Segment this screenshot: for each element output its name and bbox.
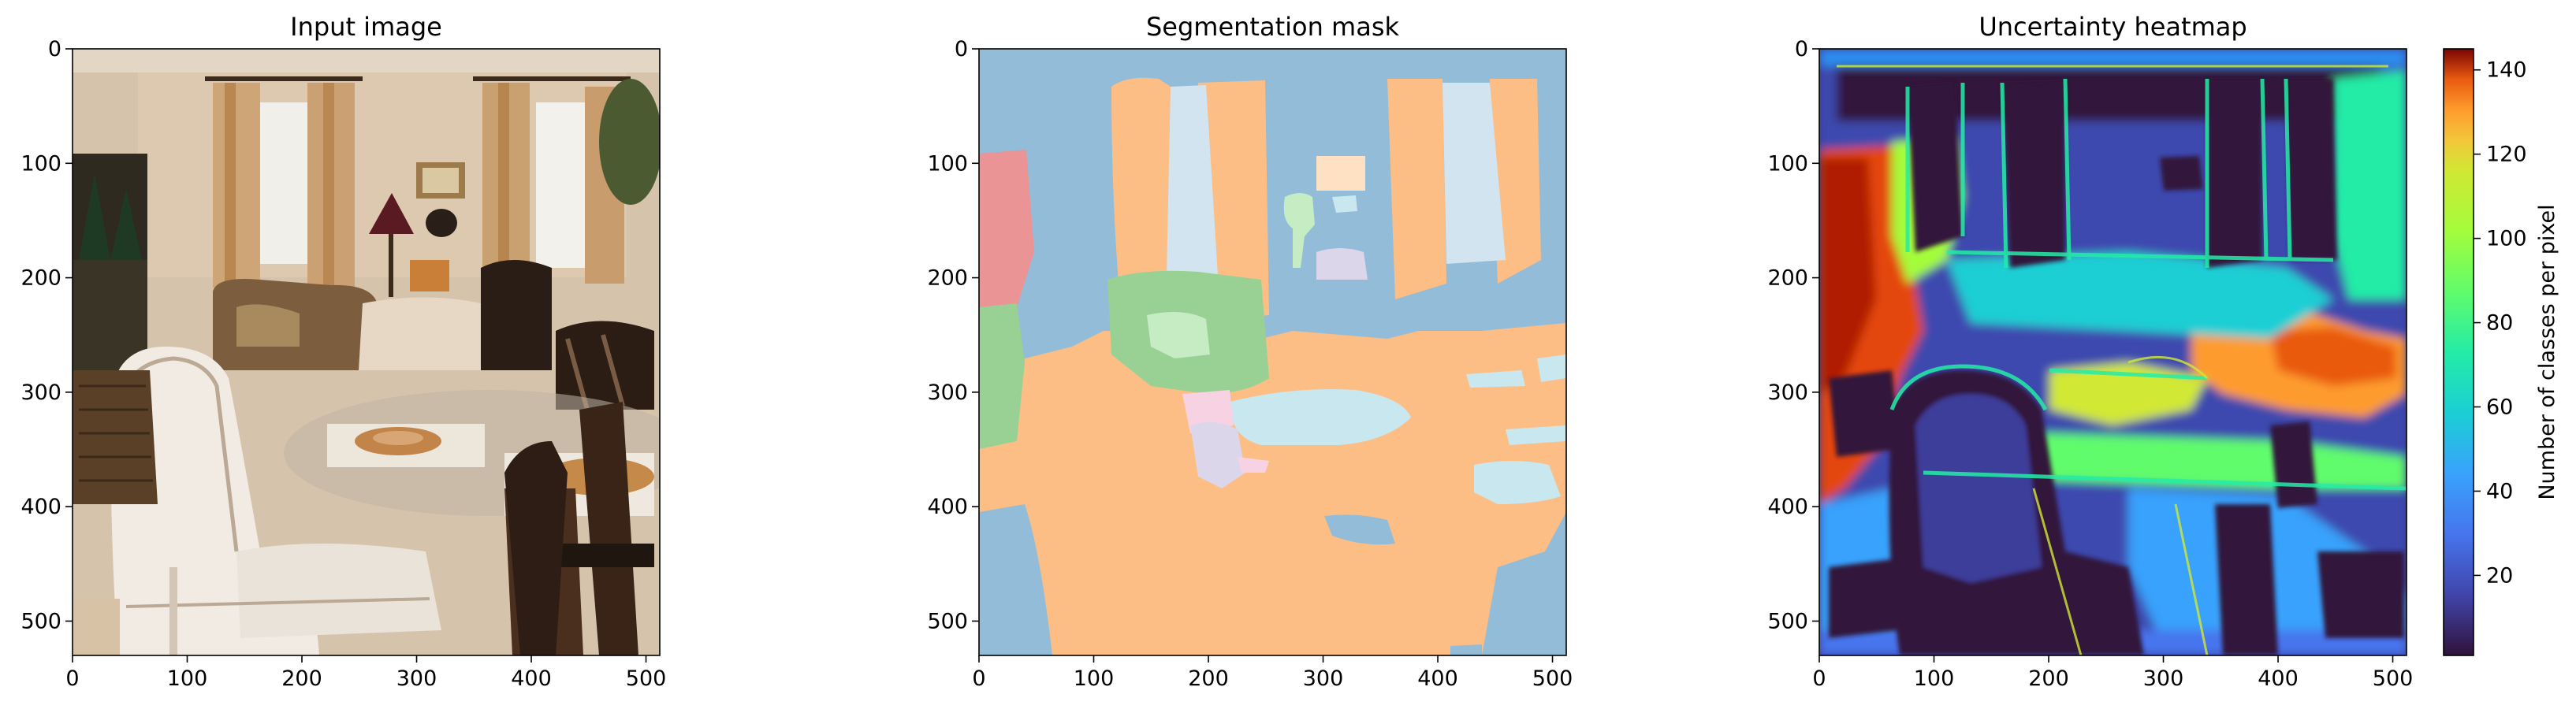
x-tick-label: 300 <box>396 666 437 691</box>
x-tick-label: 0 <box>65 666 79 691</box>
x-tick-label: 400 <box>2258 666 2299 691</box>
colorbar-tick-label: 40 <box>2486 479 2513 503</box>
colorbar-tick-label: 140 <box>2486 58 2527 83</box>
axes-heatmap: 0 100 200 300 400 500 0 100 200 300 400 500 <box>1767 37 2413 691</box>
panel-title-mask: Segmentation mask <box>1146 12 1400 42</box>
x-tick-label: 200 <box>281 666 322 691</box>
axes-frame-input <box>72 48 661 656</box>
y-tick-label: 0 <box>48 37 61 61</box>
y-tick-label: 300 <box>927 380 968 405</box>
colorbar-tick-label: 100 <box>2486 227 2527 251</box>
axes-mask: 0 100 200 300 400 500 0 100 200 300 400 500 <box>927 37 1573 691</box>
y-tick-label: 400 <box>20 495 61 519</box>
y-tick-label: 100 <box>20 151 61 176</box>
colorbar: 20 40 60 80 100 120 140 Number of classes per … <box>2443 48 2559 656</box>
axes-frame-mask <box>978 48 1567 656</box>
x-tick-label: 300 <box>2143 666 2184 691</box>
x-tick-label: 500 <box>1532 666 1573 691</box>
uncertainty-heatmap-raster <box>1819 49 2407 655</box>
y-tick-label: 0 <box>1795 37 1808 61</box>
y-tick-label: 500 <box>927 609 968 633</box>
y-tick-label: 200 <box>927 266 968 291</box>
input-image-raster <box>73 49 660 655</box>
panel-title-heatmap: Uncertainty heatmap <box>1979 12 2247 42</box>
y-tick-label: 300 <box>1767 380 1808 405</box>
colorbar-ticks: 20 40 60 80 100 120 140 <box>2474 58 2527 588</box>
y-tick-label: 100 <box>1767 151 1808 176</box>
x-tick-label: 0 <box>972 666 985 691</box>
y-tick-label: 300 <box>20 380 61 405</box>
y-tick-label: 200 <box>20 266 61 291</box>
axes-frame-heatmap <box>1818 48 2407 656</box>
x-tick-label: 100 <box>1914 666 1955 691</box>
y-tick-label: 0 <box>955 37 968 61</box>
y-tick-label: 100 <box>927 151 968 176</box>
x-tick-label: 400 <box>1417 666 1458 691</box>
x-tick-label: 0 <box>1812 666 1826 691</box>
panel-title-input: Input image <box>290 12 442 42</box>
y-tick-label: 400 <box>1767 495 1808 519</box>
panel-segmentation-mask: Segmentation mask <box>927 12 1573 691</box>
panel-uncertainty-heatmap: Uncertainty heatmap <box>1767 12 2559 691</box>
colorbar-tick-label: 60 <box>2486 395 2513 420</box>
y-tick-label: 500 <box>1767 609 1808 633</box>
axes-input: 0 100 200 300 400 500 0 100 200 300 400 500 <box>20 37 666 691</box>
x-tick-label: 300 <box>1303 666 1344 691</box>
colorbar-label: Number of classes per pixel <box>2535 204 2559 499</box>
x-tick-label: 200 <box>1188 666 1229 691</box>
x-tick-label: 100 <box>167 666 208 691</box>
y-tick-label: 500 <box>20 609 61 633</box>
x-tick-label: 500 <box>2373 666 2414 691</box>
y-tick-label: 400 <box>927 495 968 519</box>
colorbar-gradient <box>2443 48 2474 656</box>
y-tick-label: 200 <box>1767 266 1808 291</box>
x-tick-label: 100 <box>1074 666 1115 691</box>
colorbar-tick-label: 80 <box>2486 311 2513 336</box>
x-tick-label: 400 <box>511 666 552 691</box>
panel-input-image: Input image <box>20 12 666 691</box>
x-tick-label: 500 <box>626 666 667 691</box>
segmentation-mask-raster <box>979 49 1566 655</box>
colorbar-tick-label: 20 <box>2486 563 2513 588</box>
colorbar-tick-label: 120 <box>2486 143 2527 167</box>
x-tick-label: 200 <box>2028 666 2069 691</box>
